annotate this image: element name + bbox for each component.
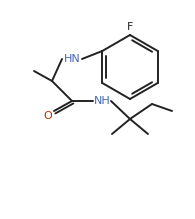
- Text: O: O: [44, 111, 52, 121]
- Text: F: F: [127, 22, 133, 32]
- Text: HN: HN: [64, 54, 80, 64]
- Text: NH: NH: [94, 96, 110, 106]
